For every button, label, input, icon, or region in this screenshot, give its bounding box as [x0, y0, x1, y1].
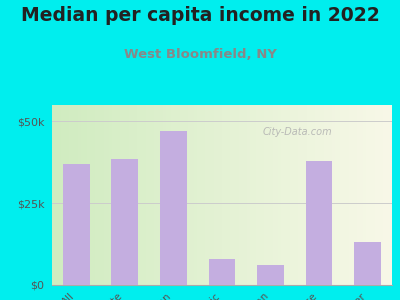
Text: West Bloomfield, NY: West Bloomfield, NY [124, 48, 276, 61]
Bar [306, 160, 332, 285]
Text: City-Data.com: City-Data.com [263, 127, 332, 136]
Bar [63, 164, 90, 285]
Bar [160, 131, 187, 285]
Bar [112, 159, 138, 285]
Bar [209, 259, 235, 285]
Bar [257, 266, 284, 285]
Text: Median per capita income in 2022: Median per capita income in 2022 [21, 6, 379, 25]
Bar [354, 242, 381, 285]
